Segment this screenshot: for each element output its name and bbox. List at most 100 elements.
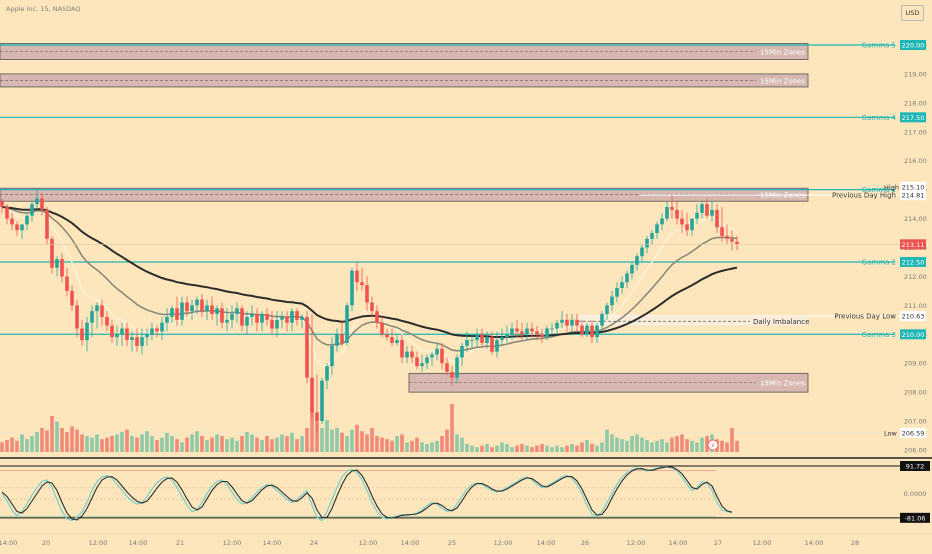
candle-body: [500, 337, 504, 341]
volume-bar: [510, 447, 514, 452]
candle-body: [555, 322, 559, 329]
volume-bar: [680, 434, 684, 452]
candle-body: [485, 337, 489, 343]
volume-bar: [640, 437, 644, 452]
lightning-icon[interactable]: [707, 439, 719, 451]
ema-mid-line: [1, 206, 738, 352]
candle-body: [490, 337, 494, 352]
candle-body: [545, 328, 549, 338]
volume-bar: [185, 437, 189, 452]
volume-bar: [440, 436, 444, 452]
candle-body: [670, 207, 674, 210]
candle-body: [600, 314, 604, 326]
volume-bar: [240, 436, 244, 452]
volume-bar: [50, 416, 54, 452]
candle-body: [60, 259, 64, 277]
candle-body: [205, 305, 209, 312]
volume-bar: [210, 437, 214, 452]
volume-bar: [515, 445, 519, 452]
volume-bar: [695, 442, 699, 452]
candle-body: [170, 308, 174, 317]
y-tick-label: 218.00: [904, 99, 927, 107]
candle-body: [215, 308, 219, 315]
candle-body: [405, 351, 409, 358]
level-label: Low: [884, 429, 897, 437]
volume-bar: [220, 436, 224, 452]
level-price: 210.63: [902, 313, 925, 321]
volume-bar: [555, 445, 559, 452]
volume-bar: [170, 436, 174, 452]
volume-bar: [225, 439, 229, 452]
volume-bar: [155, 440, 159, 452]
volume-bar: [205, 440, 209, 452]
candle-body: [395, 340, 399, 343]
volume-bar: [540, 444, 544, 452]
zone-box: [0, 43, 809, 60]
volume-bar: [410, 440, 414, 452]
volume-bar: [620, 439, 624, 452]
volume-bar: [310, 408, 314, 452]
volume-bar: [610, 434, 614, 452]
volume-bar: [495, 445, 499, 452]
candle-body: [135, 337, 139, 346]
candle-body: [515, 328, 519, 332]
volume-bar: [265, 436, 269, 452]
candle-body: [660, 218, 664, 225]
candle-body: [100, 305, 104, 317]
volume-bar: [625, 440, 629, 452]
candle-body: [470, 340, 474, 341]
candle-body: [695, 212, 699, 219]
volume-bar: [285, 436, 289, 452]
volume-bar: [690, 440, 694, 452]
gamma-label: Gamma 3: [862, 331, 896, 339]
volume-bar: [570, 444, 574, 452]
candle-body: [10, 218, 14, 225]
candle-body: [690, 218, 694, 231]
candle-body: [465, 340, 469, 346]
x-tick-label: 20: [42, 539, 50, 547]
zone-label: 15Min Zones: [760, 380, 805, 388]
candle-body: [410, 351, 414, 358]
candle-body: [275, 319, 279, 329]
volume-bar: [355, 424, 359, 452]
volume-bar: [660, 439, 664, 452]
candle-body: [435, 348, 439, 355]
volume-bar: [290, 432, 294, 452]
ema-fast-line: [1, 206, 738, 367]
volume-bar: [90, 437, 94, 452]
volume-bar: [500, 442, 504, 452]
x-tick-label: 14:00: [805, 539, 824, 547]
volume-bar: [195, 431, 199, 452]
volume-bar: [405, 442, 409, 452]
candle-body: [445, 363, 449, 372]
candle-body: [50, 238, 54, 268]
candle-body: [650, 233, 654, 239]
volume-bar: [480, 445, 484, 452]
candle-body: [340, 334, 344, 343]
currency-button[interactable]: USD: [901, 5, 924, 21]
volume-bar: [485, 444, 489, 452]
volume-bar: [150, 436, 154, 452]
candle-body: [385, 334, 389, 338]
candle-body: [665, 207, 669, 219]
candle-body: [175, 308, 179, 320]
candle-body: [40, 198, 44, 210]
volume-bar: [300, 436, 304, 452]
candle-body: [240, 308, 244, 326]
x-tick-label: 21: [176, 539, 184, 547]
candle-body: [190, 305, 194, 312]
candle-body: [180, 302, 184, 320]
volume-bar: [635, 434, 639, 452]
zone-label: 15Min Zones: [760, 49, 805, 57]
candle-body: [195, 299, 199, 306]
candle-body: [520, 331, 524, 335]
candle-body: [315, 412, 319, 422]
x-tick-label: 25: [448, 539, 456, 547]
volume-bar: [20, 434, 24, 452]
candle-body: [245, 316, 249, 326]
volume-bar: [615, 437, 619, 452]
volume-bar: [120, 432, 124, 452]
candle-body: [390, 337, 394, 343]
volume-bar: [260, 440, 264, 452]
